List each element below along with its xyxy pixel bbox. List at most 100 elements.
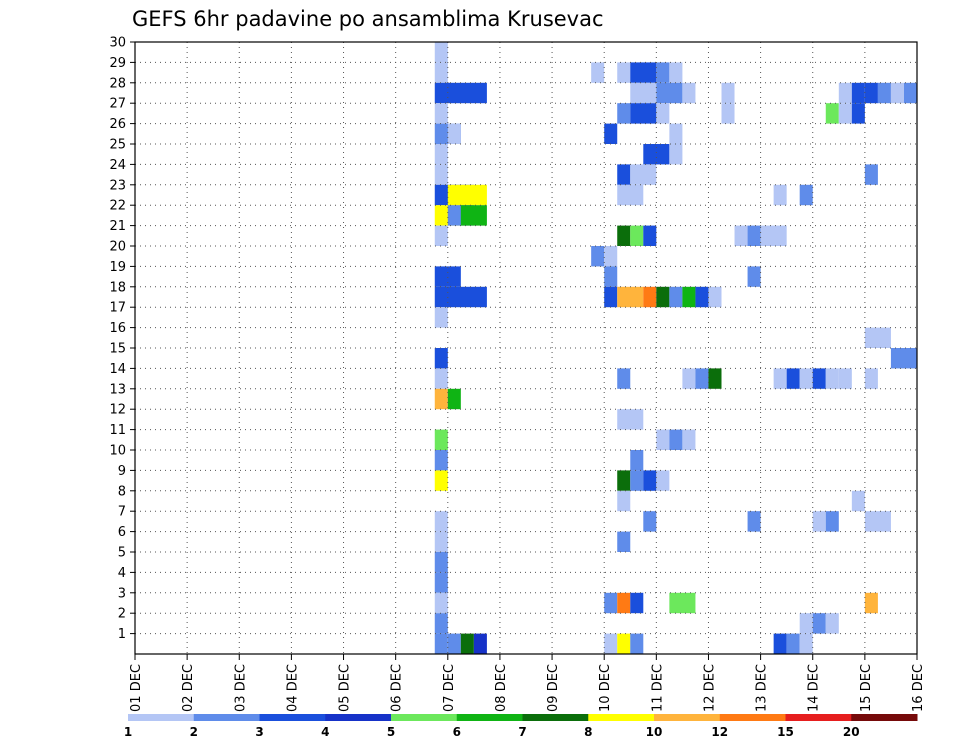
y-tick-label: 10 [109, 444, 126, 459]
heat-cell [656, 429, 670, 450]
heat-cell [617, 62, 631, 83]
heat-cell [630, 164, 657, 185]
legend-label: 15 [777, 725, 794, 739]
heat-cell [630, 62, 657, 83]
legend-swatch [851, 714, 918, 721]
heat-cell [434, 572, 448, 593]
heat-cell [434, 592, 448, 614]
heat-cell [617, 490, 631, 512]
heat-cell [604, 246, 618, 267]
heat-cell [434, 42, 448, 63]
legend-swatch [719, 714, 786, 721]
legend-swatch [654, 714, 721, 721]
heat-cell [656, 82, 683, 104]
heat-cell [434, 286, 487, 308]
heat-cell [669, 592, 696, 614]
heat-cell [864, 164, 878, 185]
heat-cell [434, 450, 448, 471]
heat-cell [447, 123, 461, 144]
heat-cell [890, 82, 904, 104]
heat-cell [773, 184, 787, 206]
y-tick-label: 1 [118, 627, 126, 642]
y-tick-label: 28 [109, 76, 126, 91]
x-tick-label: 06 DEC [390, 664, 405, 712]
heat-cell [669, 429, 683, 450]
x-tick-label: 09 DEC [546, 664, 561, 712]
y-tick-label: 16 [109, 321, 126, 336]
heat-cell [604, 286, 618, 308]
heat-cell [825, 511, 839, 532]
y-tick-label: 23 [109, 178, 126, 193]
heat-cell [747, 511, 761, 532]
heat-cell [760, 225, 787, 246]
heat-cell [434, 368, 448, 389]
heat-cell [630, 633, 644, 654]
heat-cell [643, 470, 657, 491]
heat-cell [643, 225, 657, 246]
heat-cell [773, 368, 787, 389]
legend-label: 6 [453, 725, 461, 739]
y-tick-label: 18 [109, 280, 126, 295]
heat-cell [838, 103, 852, 124]
y-tick-label: 3 [118, 586, 126, 601]
heat-cell [604, 266, 618, 287]
heat-cell [682, 368, 696, 389]
legend-label: 4 [321, 725, 329, 739]
heat-cell [799, 368, 813, 389]
heat-cell [617, 225, 631, 246]
heat-cell [434, 613, 448, 634]
heat-cell [447, 388, 461, 410]
heat-cell [643, 511, 657, 532]
legend-swatch [391, 714, 458, 721]
legend-swatch [588, 714, 655, 721]
heat-cell [643, 144, 670, 165]
y-tick-label: 15 [109, 342, 126, 357]
heat-cell [630, 82, 657, 104]
heat-cell [604, 592, 618, 614]
heat-cell [604, 123, 618, 144]
heat-cell [877, 82, 891, 104]
heat-cell [617, 531, 631, 552]
heat-cell [434, 225, 448, 246]
heat-cell [695, 286, 709, 308]
heat-cell [799, 613, 813, 634]
heat-cell [851, 103, 865, 124]
grid-layer [135, 41, 917, 654]
heat-cell [890, 348, 917, 369]
x-tick-label: 03 DEC [233, 664, 248, 712]
heat-cell [838, 82, 852, 104]
cells-layer [434, 42, 917, 654]
color-legend: 1 2 3 4 5 6 7 8 10 12 15 20 [124, 714, 918, 739]
heat-cell [669, 286, 683, 308]
heat-cell [864, 592, 878, 614]
heat-cell [434, 144, 448, 165]
heat-cell [864, 327, 891, 348]
heat-cell [812, 613, 826, 634]
y-axis-ticks: 1234567891011121314151617181920212223242… [109, 36, 135, 642]
heat-cell [799, 633, 813, 654]
legend-swatch [193, 714, 260, 721]
heat-cell [434, 348, 448, 369]
legend-label: 5 [387, 725, 395, 739]
y-tick-label: 13 [109, 382, 126, 397]
heat-cell [617, 470, 631, 491]
heat-cell [864, 82, 878, 104]
heat-cell [434, 82, 487, 104]
x-tick-label: 01 DEC [129, 664, 144, 712]
heat-cell [617, 286, 644, 308]
heat-cell [604, 633, 618, 654]
x-tick-label: 07 DEC [442, 664, 457, 712]
heat-cell [682, 429, 696, 450]
heat-cell [734, 225, 748, 246]
legend-label: 1 [124, 725, 132, 739]
y-tick-label: 21 [109, 219, 126, 234]
heat-cell [473, 633, 487, 654]
heat-cell [669, 123, 683, 144]
plot-frame [134, 41, 918, 655]
heat-cell [434, 266, 461, 287]
y-tick-label: 5 [118, 546, 126, 561]
legend-swatch [259, 714, 326, 721]
y-tick-label: 4 [118, 566, 126, 581]
legend-label: 10 [646, 725, 663, 739]
